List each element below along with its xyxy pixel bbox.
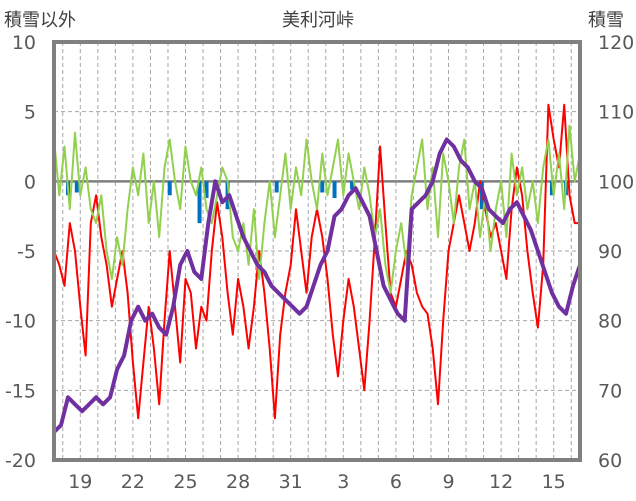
right-tick-label: 60 bbox=[598, 450, 622, 472]
left-tick-label: 10 bbox=[12, 32, 36, 54]
series-line-wind bbox=[53, 124, 581, 294]
precip-bar bbox=[274, 181, 279, 193]
precip-bar bbox=[332, 181, 337, 199]
series-line-snow bbox=[52, 137, 582, 434]
x-tick-label: 25 bbox=[173, 471, 197, 493]
left-tick-label: -20 bbox=[5, 450, 36, 472]
precip-bar bbox=[74, 181, 79, 193]
right-tick-label: 70 bbox=[598, 380, 622, 402]
x-tick-label: 31 bbox=[279, 471, 303, 493]
x-tick-label: 3 bbox=[337, 471, 349, 493]
x-tick-label: 12 bbox=[489, 471, 513, 493]
precip-bar bbox=[350, 181, 355, 190]
x-tick-label: 6 bbox=[390, 471, 402, 493]
plot-frame bbox=[52, 40, 582, 462]
left-tick-label: -10 bbox=[5, 311, 36, 333]
right-tick-label: 100 bbox=[598, 171, 634, 193]
x-tick-label: 22 bbox=[121, 471, 145, 493]
precip-bar bbox=[167, 181, 172, 196]
left-axis-label: 積雪以外 bbox=[4, 10, 76, 31]
x-tick-label: 19 bbox=[68, 471, 92, 493]
precip-bar bbox=[320, 181, 325, 193]
left-tick-label: 5 bbox=[24, 102, 36, 124]
x-tick-label: 28 bbox=[226, 471, 250, 493]
chart-title: 美利河峠 bbox=[282, 10, 354, 31]
precip-bar bbox=[197, 181, 202, 224]
x-tick-label: 9 bbox=[442, 471, 454, 493]
precip-bar bbox=[204, 181, 209, 199]
axes: 10 5 0 -5 -10 -15 -20 120 110 100 90 80 70 60 19 22 25 28… bbox=[5, 32, 634, 493]
right-tick-label: 110 bbox=[598, 102, 634, 124]
x-tick-label: 15 bbox=[542, 471, 566, 493]
right-axis-label: 積雪 bbox=[588, 10, 624, 31]
series-lines bbox=[52, 103, 582, 434]
right-tick-label: 80 bbox=[598, 311, 622, 333]
left-tick-label: -5 bbox=[17, 241, 36, 263]
right-tick-label: 120 bbox=[598, 32, 634, 54]
left-tick-label: -15 bbox=[5, 380, 36, 402]
right-tick-label: 90 bbox=[598, 241, 622, 263]
precip-bar bbox=[549, 181, 554, 196]
left-tick-label: 0 bbox=[24, 171, 36, 193]
